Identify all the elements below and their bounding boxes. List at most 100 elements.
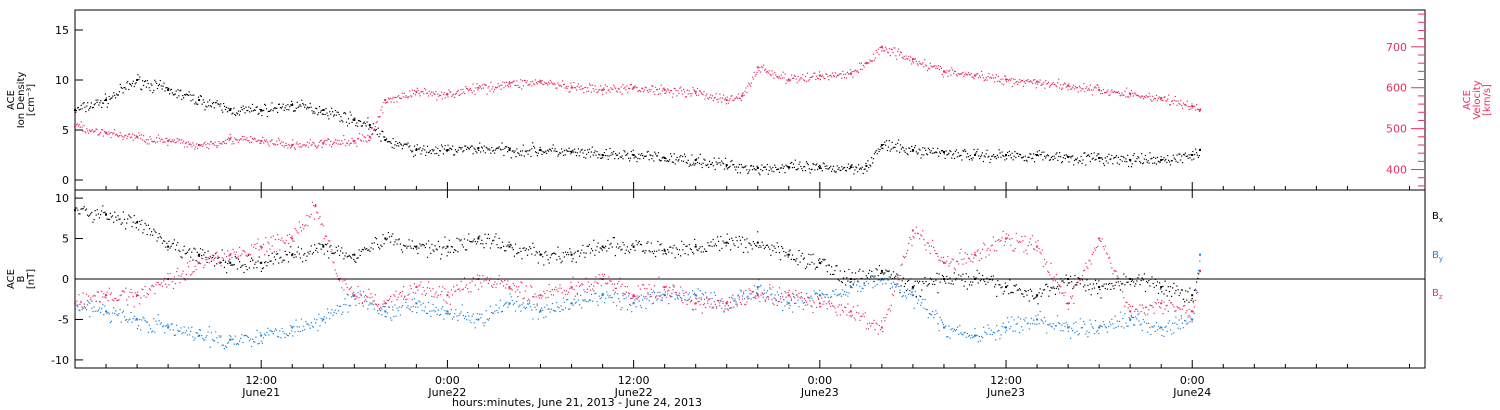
scatter-point bbox=[678, 249, 681, 251]
scatter-point bbox=[673, 286, 675, 288]
scatter-point bbox=[949, 69, 951, 71]
scatter-point bbox=[233, 251, 235, 253]
scatter-point bbox=[542, 83, 544, 86]
scatter-point bbox=[869, 59, 871, 61]
scatter-point bbox=[560, 305, 562, 307]
scatter-point bbox=[709, 306, 711, 308]
scatter-point bbox=[103, 99, 106, 101]
scatter-point bbox=[554, 84, 556, 86]
scatter-point bbox=[548, 262, 550, 264]
scatter-point bbox=[170, 141, 173, 143]
scatter-point bbox=[468, 148, 470, 150]
scatter-point bbox=[173, 276, 175, 278]
scatter-point bbox=[322, 225, 324, 227]
scatter-point bbox=[791, 161, 793, 164]
scatter-point bbox=[171, 139, 173, 141]
scatter-point bbox=[443, 246, 445, 248]
scatter-point bbox=[571, 260, 573, 262]
scatter-point bbox=[1020, 289, 1022, 291]
scatter-point bbox=[575, 89, 578, 91]
scatter-point bbox=[1146, 322, 1148, 324]
scatter-point bbox=[725, 103, 727, 105]
scatter-point bbox=[367, 296, 369, 298]
scatter-point bbox=[529, 246, 531, 248]
scatter-point bbox=[740, 99, 742, 102]
scatter-point bbox=[1032, 82, 1034, 84]
scatter-point bbox=[407, 97, 409, 99]
scatter-point bbox=[201, 145, 203, 147]
scatter-point bbox=[1071, 281, 1073, 283]
scatter-point bbox=[610, 87, 612, 89]
scatter-point bbox=[730, 307, 732, 309]
scatter-point bbox=[1160, 288, 1162, 290]
scatter-point bbox=[369, 126, 371, 128]
scatter-point bbox=[534, 84, 536, 86]
scatter-point bbox=[576, 250, 578, 252]
scatter-point bbox=[916, 63, 918, 65]
scatter-point bbox=[506, 81, 508, 83]
scatter-point bbox=[1074, 158, 1077, 160]
scatter-point bbox=[423, 244, 425, 247]
scatter-point bbox=[541, 80, 543, 82]
scatter-point bbox=[191, 146, 193, 148]
scatter-point bbox=[108, 133, 110, 135]
scatter-point bbox=[363, 247, 366, 249]
scatter-point bbox=[279, 330, 281, 332]
scatter-point bbox=[1076, 87, 1078, 89]
scatter-point bbox=[1150, 333, 1152, 336]
scatter-point bbox=[1024, 320, 1026, 322]
scatter-point bbox=[76, 207, 78, 209]
scatter-point bbox=[904, 58, 906, 60]
scatter-point bbox=[174, 142, 176, 144]
scatter-point bbox=[102, 102, 104, 104]
scatter-point bbox=[180, 142, 182, 144]
scatter-point bbox=[241, 109, 243, 111]
scatter-point bbox=[659, 93, 661, 95]
scatter-point bbox=[247, 110, 249, 112]
scatter-point bbox=[978, 272, 980, 274]
scatter-point bbox=[871, 157, 873, 159]
scatter-point bbox=[432, 303, 434, 306]
scatter-point bbox=[301, 146, 303, 148]
scatter-point bbox=[850, 281, 852, 283]
scatter-point bbox=[548, 81, 550, 84]
scatter-point bbox=[152, 330, 154, 332]
scatter-point bbox=[894, 146, 896, 148]
scatter-point bbox=[328, 118, 330, 120]
scatter-point bbox=[274, 107, 276, 109]
scatter-point bbox=[332, 115, 335, 117]
scatter-point bbox=[1045, 320, 1047, 322]
scatter-point bbox=[488, 148, 490, 150]
scatter-point bbox=[215, 102, 217, 104]
scatter-point bbox=[257, 113, 259, 115]
scatter-point bbox=[798, 163, 800, 165]
scatter-point bbox=[405, 245, 407, 247]
scatter-point bbox=[828, 168, 830, 170]
scatter-point bbox=[682, 290, 684, 292]
scatter-point bbox=[499, 84, 501, 86]
scatter-point bbox=[1090, 323, 1092, 325]
scatter-point bbox=[376, 133, 378, 136]
scatter-point bbox=[225, 106, 227, 108]
scatter-point bbox=[544, 151, 546, 153]
scatter-point bbox=[1003, 290, 1005, 292]
scatter-point bbox=[88, 301, 90, 303]
scatter-point bbox=[714, 168, 716, 171]
scatter-point bbox=[169, 93, 171, 95]
scatter-point bbox=[350, 257, 353, 259]
scatter-point bbox=[85, 132, 87, 134]
scatter-point bbox=[680, 255, 682, 257]
scatter-point bbox=[562, 252, 564, 254]
scatter-point bbox=[322, 113, 324, 115]
scatter-point bbox=[338, 140, 340, 142]
scatter-point bbox=[1131, 163, 1133, 165]
scatter-point bbox=[299, 226, 301, 229]
scatter-point bbox=[823, 294, 825, 296]
scatter-point bbox=[373, 308, 375, 310]
scatter-point bbox=[379, 309, 381, 311]
scatter-point bbox=[565, 149, 567, 151]
scatter-point bbox=[411, 151, 413, 153]
scatter-point bbox=[149, 328, 152, 330]
scatter-point bbox=[1148, 322, 1150, 324]
scatter-point bbox=[790, 299, 792, 302]
